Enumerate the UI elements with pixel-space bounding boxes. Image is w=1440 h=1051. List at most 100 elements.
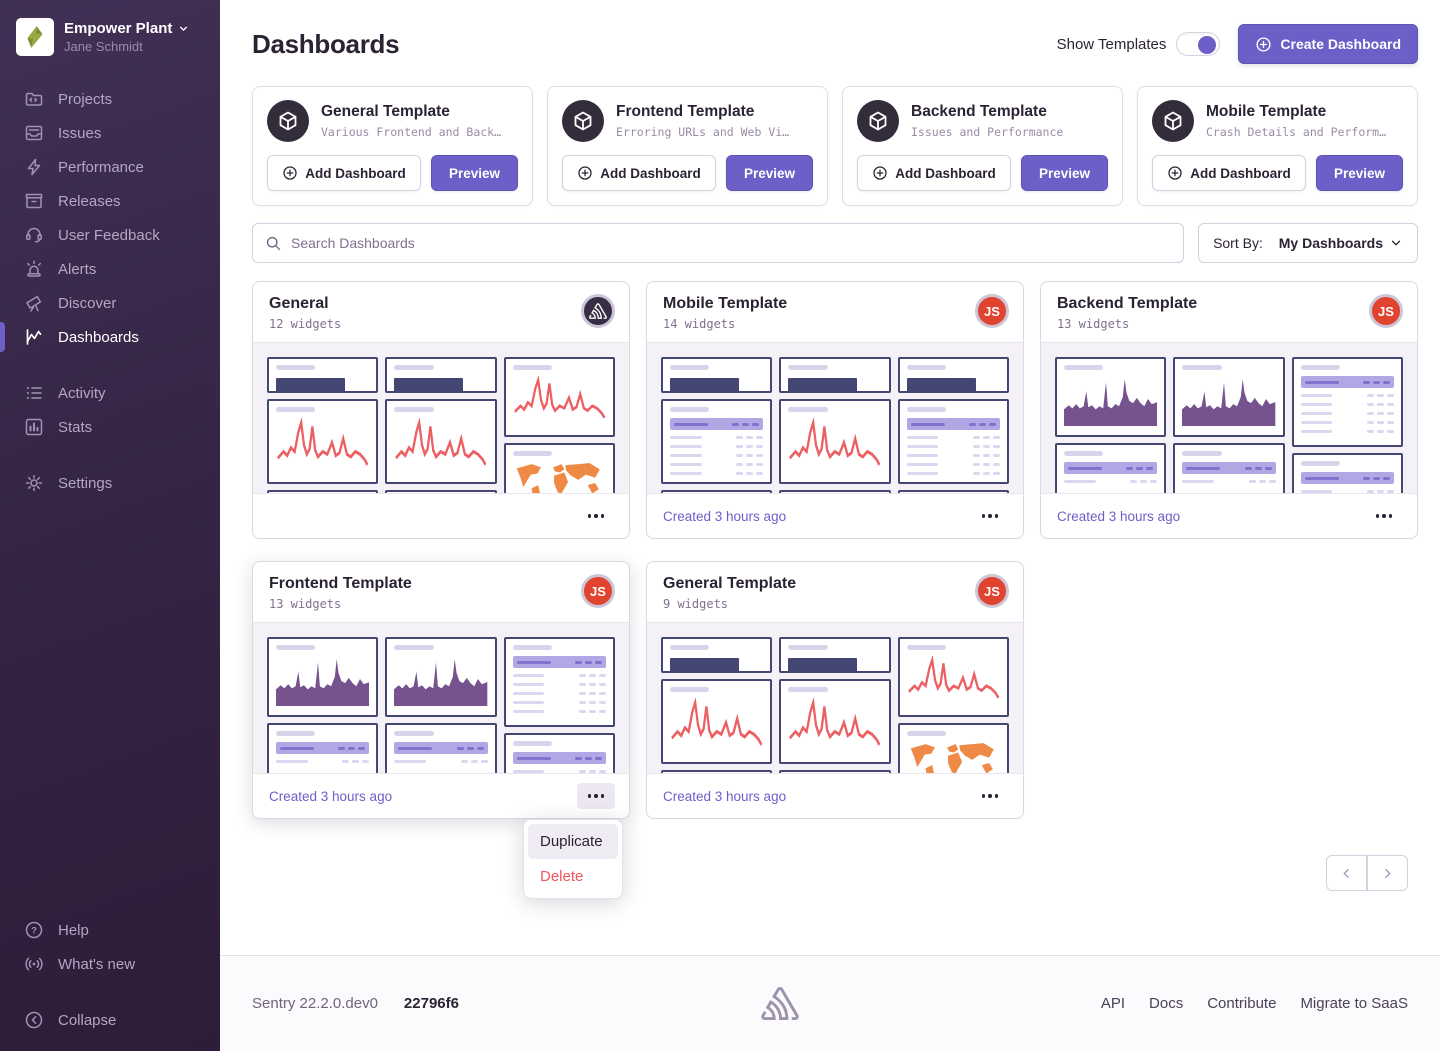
footer-link-contribute[interactable]: Contribute [1207,995,1277,1012]
user-avatar: JS [975,574,1009,608]
dashboard-card-mobile-template[interactable]: Mobile Template 14 widgets JS [646,281,1024,539]
widget-clipped [661,770,773,773]
widget-table-clipped [385,723,497,773]
template-cube-icon [857,100,899,142]
sidebar-item-alerts[interactable]: Alerts [0,252,220,286]
widget-big-number [779,637,891,673]
sidebar-item-whats-new[interactable]: What's new [0,947,220,981]
context-menu-duplicate[interactable]: Duplicate [528,824,618,859]
add-dashboard-button[interactable]: Add Dashboard [267,155,421,191]
template-card-mobile: Mobile Template Crash Details and Perfor… [1137,86,1418,206]
add-dashboard-button[interactable]: Add Dashboard [562,155,716,191]
user-feedback-icon [26,227,42,243]
show-templates-label: Show Templates [1056,35,1167,53]
footer-link-migrate[interactable]: Migrate to SaaS [1300,995,1408,1012]
show-templates-toggle[interactable] [1176,32,1221,56]
org-switcher[interactable]: Empower Plant Jane Schmidt [0,0,220,66]
sidebar-item-discover[interactable]: Discover [0,286,220,320]
widget-line-chart [385,399,497,484]
create-dashboard-button[interactable]: Create Dashboard [1238,24,1418,64]
widget-clipped [385,490,497,493]
widget-table-clipped [1173,443,1285,493]
pagination [252,855,1418,891]
widget-world-map [897,723,1009,773]
org-logo [16,18,54,56]
sidebar-item-dashboards[interactable]: Dashboards [0,320,220,354]
widget-big-number [661,637,773,673]
card-menu-button[interactable] [577,783,615,809]
widget-table-clipped [1055,443,1167,493]
plus-circle-icon [873,166,887,180]
card-menu-button[interactable] [971,503,1009,529]
footer-link-docs[interactable]: Docs [1149,995,1184,1012]
preview-button[interactable]: Preview [430,155,518,191]
footer-link-api[interactable]: API [1100,995,1126,1012]
dashboard-card-backend-template[interactable]: Backend Template 13 widgets JS [1040,281,1418,539]
toggle-knob [1198,35,1217,54]
user-avatar: JS [975,294,1009,328]
dashboard-preview [647,622,1023,774]
dashboard-title: Backend Template [1057,295,1198,312]
template-title: Frontend Template [616,103,755,120]
build-hash: 22796f6 [403,995,459,1012]
template-card-frontend: Frontend Template Erroring URLs and Web … [547,86,828,206]
dashboard-card-frontend-template[interactable]: Frontend Template 13 widgets JS [252,561,630,899]
discover-icon [26,295,42,312]
sidebar-item-help[interactable]: ? Help [0,913,220,947]
card-menu-button[interactable] [577,503,615,529]
search-input[interactable] [291,235,1172,251]
widget-big-number [267,357,379,393]
widget-table [661,399,773,484]
projects-icon [25,92,43,106]
sidebar-item-label: Settings [58,474,113,492]
template-description: Erroring URLs and Web Vi… [616,125,790,139]
created-timestamp: Created 3 hours ago [1057,508,1181,524]
gear-icon [25,474,43,492]
performance-icon [27,158,41,176]
dashboard-preview [253,622,629,774]
template-cube-icon [562,100,604,142]
preview-button[interactable]: Preview [1020,155,1108,191]
widget-table-clipped [503,733,615,773]
sidebar-item-settings[interactable]: Settings [0,466,220,500]
dashboard-card-general-template[interactable]: General Template 9 widgets JS [646,561,1024,819]
sidebar-item-performance[interactable]: Performance [0,150,220,184]
preview-button[interactable]: Preview [1315,155,1403,191]
search-dashboards-box [252,223,1185,263]
widget-world-map [503,443,615,493]
template-description: Crash Details and Perform… [1206,125,1387,139]
sidebar-item-activity[interactable]: Activity [0,376,220,410]
sort-by-dropdown[interactable]: Sort By: My Dashboards [1198,223,1418,263]
template-title: General Template [321,103,450,120]
widget-clipped [267,490,379,493]
sidebar-item-stats[interactable]: Stats [0,410,220,444]
widget-big-number [661,357,773,393]
plus-circle-icon [283,166,297,180]
app-footer: Sentry 22.2.0.dev0 22796f6 API Docs Cont… [220,955,1440,1051]
sidebar-collapse-button[interactable]: Collapse [0,1003,220,1037]
prev-page-button[interactable] [1326,855,1367,891]
sidebar-item-issues[interactable]: Issues [0,116,220,150]
widget-line-chart [661,679,773,764]
plus-circle-icon [1256,36,1271,52]
card-menu-button[interactable] [1365,503,1403,529]
add-dashboard-button[interactable]: Add Dashboard [857,155,1011,191]
user-avatar: JS [1369,294,1403,328]
next-page-button[interactable] [1367,855,1408,891]
widget-clipped [897,490,1009,493]
sidebar-item-label: Discover [58,294,117,312]
dashboard-card-general[interactable]: General 12 widgets [252,281,630,539]
sidebar-item-user-feedback[interactable]: User Feedback [0,218,220,252]
context-menu-delete[interactable]: Delete [540,868,584,885]
created-timestamp: Created 3 hours ago [663,508,787,524]
sidebar-item-releases[interactable]: Releases [0,184,220,218]
preview-button[interactable]: Preview [725,155,813,191]
widget-clipped [779,770,891,773]
sidebar-item-projects[interactable]: Projects [0,82,220,116]
card-menu-button[interactable] [971,783,1009,809]
help-icon: ? [25,921,43,939]
sidebar-item-label: Stats [58,418,93,436]
alerts-icon [27,260,41,277]
add-dashboard-button[interactable]: Add Dashboard [1152,155,1306,191]
dashboard-preview [647,342,1023,494]
